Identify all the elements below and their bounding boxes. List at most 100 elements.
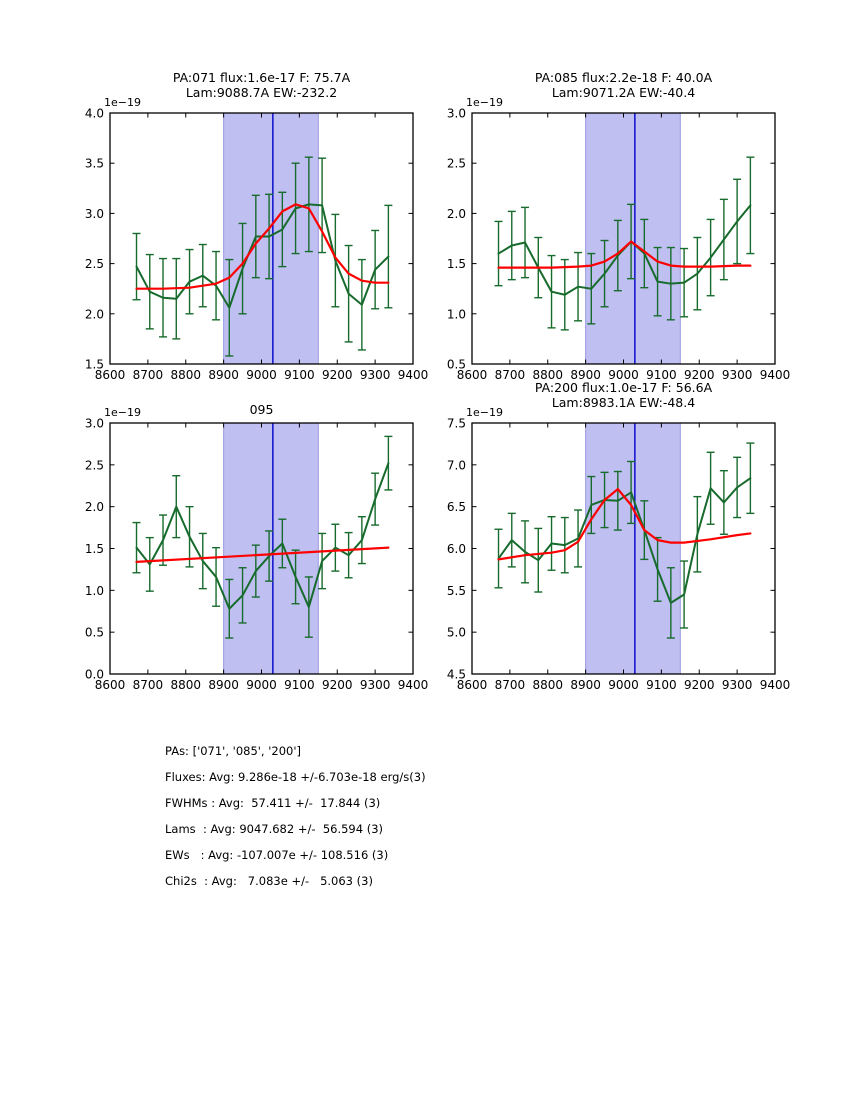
y-tick-label: 1.5 xyxy=(447,257,466,271)
x-tick-label: 9200 xyxy=(322,368,353,382)
panel-title-line1: 095 xyxy=(249,402,274,417)
x-tick-label: 9100 xyxy=(284,368,315,382)
x-tick-label: 9400 xyxy=(760,678,791,692)
errorbar xyxy=(587,252,596,325)
errorbar xyxy=(574,509,583,568)
fit-curve xyxy=(135,203,390,290)
y-tick-label: 3.0 xyxy=(85,207,104,221)
errorbar xyxy=(746,442,755,515)
x-tick-label: 8600 xyxy=(457,678,488,692)
errorbar xyxy=(600,471,609,529)
panel-title-panel-095: 095 xyxy=(110,402,413,417)
errorbar xyxy=(613,219,622,292)
y-tick-label: 5.5 xyxy=(447,584,466,598)
panel-title-panel-pa-200: PA:200 flux:1.0e-17 F: 56.6A Lam:8983.1A … xyxy=(472,380,775,410)
shaded-wavelength-band xyxy=(223,112,319,365)
errorbar xyxy=(371,229,380,310)
summary-line-3: Lams : Avg: 9047.682 +/- 56.594 (3) xyxy=(165,822,384,836)
errorbar xyxy=(278,191,287,268)
x-tick-label: 9000 xyxy=(246,678,277,692)
shaded-wavelength-band xyxy=(223,422,319,675)
y-tick-label: 7.0 xyxy=(447,458,466,472)
errorbar xyxy=(666,567,675,639)
errorbar xyxy=(318,157,327,254)
y-tick-label: 2.5 xyxy=(85,458,104,472)
y-tick-label: 2.5 xyxy=(447,157,466,171)
errorbar xyxy=(344,531,353,579)
x-tick-label: 9200 xyxy=(322,678,353,692)
errorbar xyxy=(344,244,353,343)
y-axis-exponent-label: 1e−19 xyxy=(104,96,141,109)
errorbar xyxy=(357,516,366,565)
summary-text-block: PAs: ['071', '085', '200'] Fluxes: Avg: 9… xyxy=(165,738,585,894)
x-tick-label: 8900 xyxy=(208,678,239,692)
panel-title-line1: PA:200 flux:1.0e-17 F: 56.6A xyxy=(534,380,713,395)
panel-title-line1: PA:085 flux:2.2e-18 F: 40.0A xyxy=(534,70,713,85)
errorbar xyxy=(159,514,168,566)
y-tick-label: 5.0 xyxy=(447,626,466,640)
errorbar xyxy=(706,218,715,297)
errorbar xyxy=(560,258,569,331)
summary-line-0: PAs: ['071', '085', '200'] xyxy=(165,744,302,758)
x-tick-label: 8700 xyxy=(133,678,164,692)
x-tick-label: 9100 xyxy=(646,678,677,692)
y-tick-label: 3.0 xyxy=(447,107,466,121)
errorbar xyxy=(172,257,181,340)
errorbar xyxy=(185,248,194,315)
shaded-wavelength-band xyxy=(585,112,681,365)
x-tick-label: 9300 xyxy=(360,368,391,382)
errorbar xyxy=(507,210,516,281)
errorbar xyxy=(613,470,622,531)
errorbar xyxy=(198,532,207,590)
y-tick-label: 3.5 xyxy=(85,157,104,171)
panel-title-panel-pa-085: PA:085 flux:2.2e-18 F: 40.0A Lam:9071.2A … xyxy=(472,70,775,100)
y-tick-label: 3.0 xyxy=(85,417,104,431)
errorbar xyxy=(507,512,516,568)
errorbar xyxy=(680,247,689,318)
errorbar xyxy=(238,222,247,315)
errorbar xyxy=(534,236,543,299)
y-tick-label: 2.5 xyxy=(85,257,104,271)
errorbar xyxy=(653,246,662,317)
axes-frame xyxy=(471,422,776,675)
y-tick-label: 1.0 xyxy=(85,584,104,598)
errorbar xyxy=(653,536,662,602)
errorbar xyxy=(331,213,340,308)
errorbar xyxy=(185,505,194,568)
y-tick-label: 1.0 xyxy=(447,307,466,321)
fit-curve xyxy=(135,546,390,563)
errorbar xyxy=(574,251,583,322)
errorbar xyxy=(145,253,154,330)
errorbar xyxy=(159,257,168,338)
errorbar xyxy=(291,549,300,605)
errorbar xyxy=(521,206,530,279)
errorbar xyxy=(627,460,636,525)
errorbar xyxy=(132,232,141,301)
errorbar xyxy=(132,521,141,574)
x-tick-label: 8800 xyxy=(170,368,201,382)
errorbar xyxy=(706,451,715,525)
errorbar xyxy=(494,528,503,589)
fit-curve xyxy=(497,488,752,561)
errorbar xyxy=(265,530,274,582)
errorbar xyxy=(357,258,366,351)
x-tick-label: 8600 xyxy=(95,678,126,692)
errorbar xyxy=(384,435,393,491)
y-tick-label: 7.5 xyxy=(447,417,466,431)
errorbar xyxy=(331,523,340,572)
axes-frame xyxy=(109,422,414,675)
y-tick-label: 4.0 xyxy=(85,107,104,121)
errorbar xyxy=(291,162,300,255)
x-tick-label: 8800 xyxy=(170,678,201,692)
errorbar xyxy=(304,156,313,253)
errorbar xyxy=(251,194,260,279)
errorbar xyxy=(238,567,247,624)
errorbar xyxy=(251,544,260,598)
x-tick-label: 9000 xyxy=(246,368,277,382)
errorbar xyxy=(719,469,728,535)
x-tick-label: 8900 xyxy=(570,678,601,692)
y-tick-label: 6.5 xyxy=(447,500,466,514)
errorbar xyxy=(640,500,649,561)
x-tick-label: 9300 xyxy=(722,678,753,692)
